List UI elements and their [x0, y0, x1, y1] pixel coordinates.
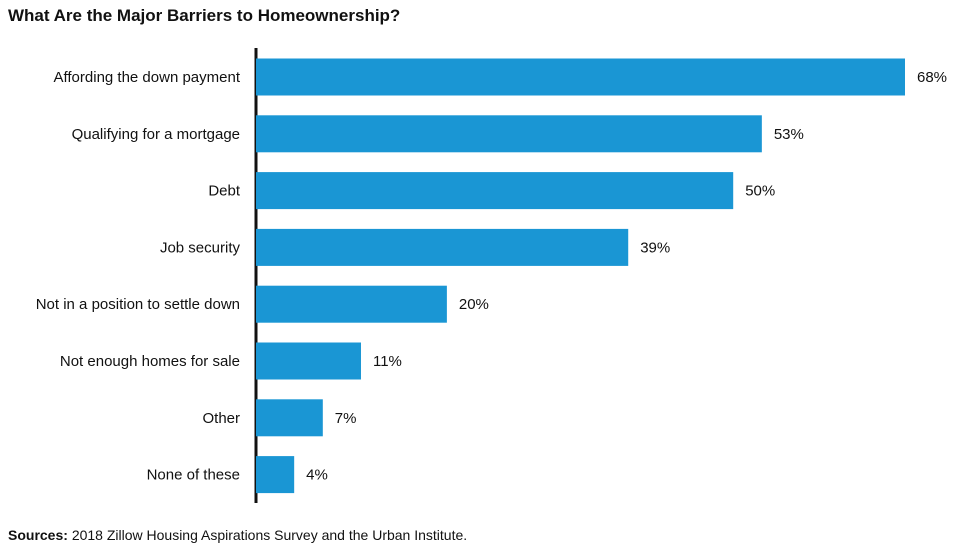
bar	[256, 115, 762, 153]
bar	[256, 399, 323, 437]
category-label: Debt	[208, 183, 241, 200]
bar	[256, 342, 361, 380]
bars-group: Affording the down payment 68% Qualifying …	[36, 58, 947, 494]
bar	[256, 172, 734, 210]
value-label: 39%	[640, 239, 670, 256]
bar	[256, 456, 295, 494]
source-note: Sources: 2018 Zillow Housing Aspirations…	[8, 527, 467, 543]
value-label: 7%	[335, 410, 357, 427]
value-label: 53%	[774, 126, 804, 143]
value-label: 50%	[745, 183, 775, 200]
chart-title: What Are the Major Barriers to Homeowner…	[8, 6, 401, 25]
category-label: Job security	[160, 239, 241, 256]
bar	[256, 58, 905, 96]
bar-chart: Affording the down payment 68% Qualifying …	[36, 48, 947, 503]
bar	[256, 228, 629, 266]
category-label: Other	[202, 410, 240, 427]
bar	[256, 285, 447, 323]
category-label: Not enough homes for sale	[60, 353, 240, 370]
source-label: Sources:	[8, 527, 68, 543]
category-label: None of these	[147, 467, 240, 484]
value-label: 11%	[373, 353, 402, 370]
value-label: 68%	[917, 69, 947, 86]
category-label: Qualifying for a mortgage	[72, 126, 240, 143]
value-label: 20%	[459, 296, 489, 313]
value-label: 4%	[306, 467, 328, 484]
source-text: 2018 Zillow Housing Aspirations Survey a…	[71, 527, 468, 543]
category-label: Not in a position to settle down	[36, 296, 240, 313]
category-label: Affording the down payment	[53, 69, 240, 86]
